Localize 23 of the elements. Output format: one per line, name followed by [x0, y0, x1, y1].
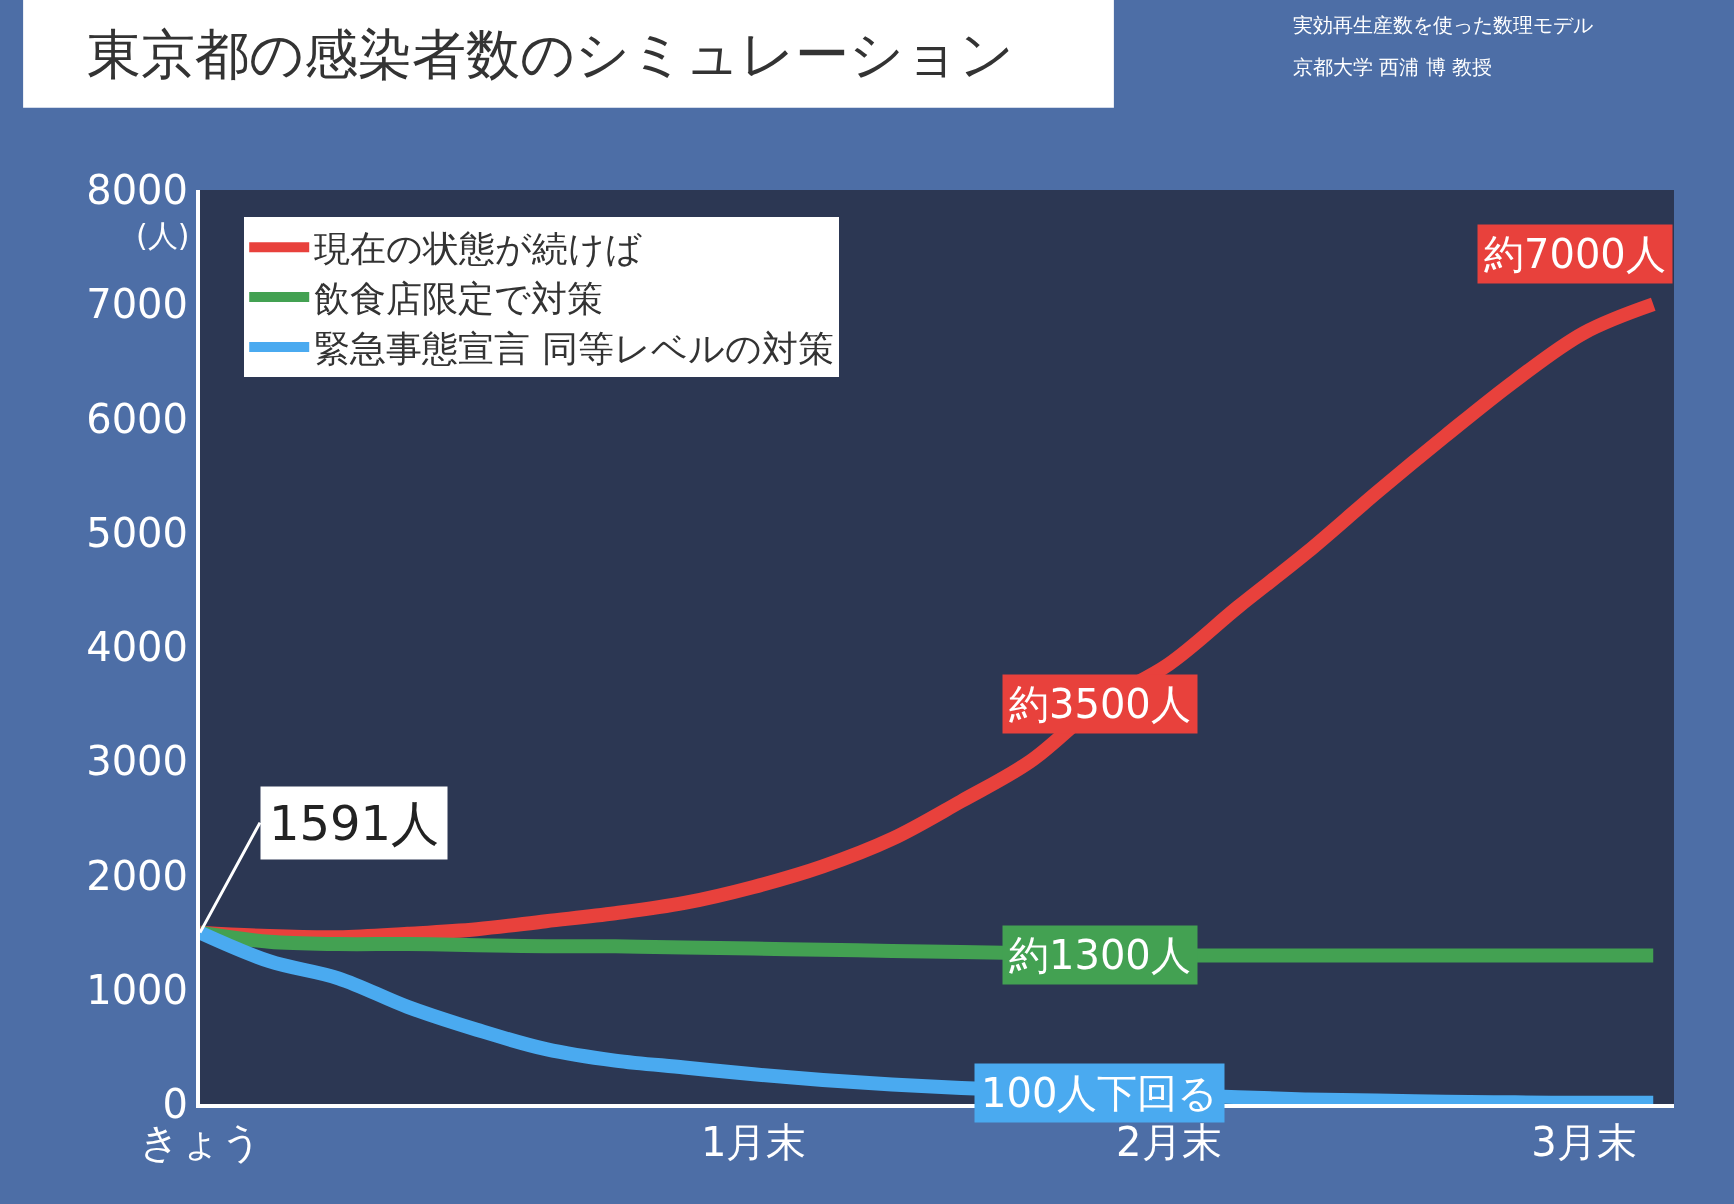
x-tick-label: 2月末	[1116, 1119, 1222, 1165]
text: 京都大学 西浦 博 教授	[1293, 55, 1493, 79]
x-tick-label: 3月末	[1531, 1119, 1637, 1165]
x-tick-label: 1月末	[700, 1119, 807, 1165]
y-tick-label: 7000	[86, 281, 188, 328]
y-tick-label: 6000	[86, 395, 188, 442]
chart-title: 東京都の感染者数のシミュレーション	[86, 23, 1014, 87]
y-tick-label: 3000	[86, 738, 188, 785]
y-axis-title: (人)	[136, 218, 190, 253]
y-tick-label: 4000	[86, 624, 188, 670]
y-tick-label: 5000	[86, 509, 188, 556]
data-label: 約1300人	[1009, 932, 1191, 978]
y-tick-label: 8000	[86, 167, 188, 213]
data-label: 約7000人	[1484, 231, 1666, 277]
annotation: 1591人	[269, 795, 440, 851]
legend-label: 現在の状態が続けば	[314, 228, 643, 270]
data-label: 100人下回る	[981, 1070, 1219, 1116]
y-tick-label: 2000	[86, 852, 188, 899]
legend-label: 飲食店限定で対策	[314, 278, 604, 320]
chart-subtitle: 実効再生産数を使った数理モデル	[1293, 13, 1593, 37]
data-label: 約3500人	[1009, 681, 1191, 727]
legend-label: 緊急事態宣言 同等レベルの対策	[314, 327, 834, 369]
y-tick-label: 1000	[86, 966, 188, 1013]
